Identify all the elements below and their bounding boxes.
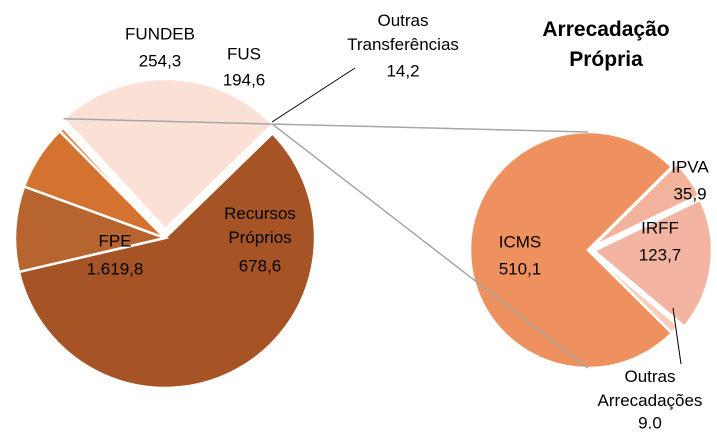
leader-line	[271, 67, 356, 123]
pie-slice	[17, 131, 317, 390]
value-label: 1.619,8	[87, 259, 144, 278]
leader-line	[672, 307, 682, 365]
connector-line	[272, 123, 589, 369]
slice-label: FPE	[98, 231, 131, 250]
slice-label: Recursos Próprios	[224, 204, 296, 247]
chart-title: Arrecadação Própria	[542, 18, 669, 71]
value-label: 678,6	[239, 256, 282, 275]
text-line: Outras	[624, 367, 675, 386]
text-line: Próprios	[228, 228, 291, 247]
value-label: 510,1	[499, 259, 542, 278]
text-line: Recursos	[224, 204, 296, 223]
slice-label: IRFF	[641, 218, 679, 237]
pie-slice	[61, 77, 275, 231]
value-label: 35,9	[673, 184, 706, 203]
pie-slice	[587, 249, 681, 335]
value-label: 14,2	[386, 61, 419, 80]
slice-label: IPVA	[671, 157, 709, 176]
slice-label: ICMS	[499, 232, 542, 251]
text-line: Arrecadação	[542, 18, 669, 41]
text-line: Arrecadações	[598, 391, 703, 410]
pie-slice	[592, 161, 701, 248]
slice-label: FUNDEB	[125, 24, 195, 43]
text-line: Outras	[377, 11, 428, 30]
connector-line	[63, 118, 589, 133]
slice-label: Outras Transferências	[347, 11, 459, 54]
value-label: 194,6	[223, 70, 266, 89]
slice-label: FUS	[227, 44, 261, 63]
slice-label: Outras Arrecadações	[598, 367, 703, 410]
pie-slice	[58, 125, 166, 239]
pie-slice	[591, 197, 714, 329]
text-line: Própria	[569, 48, 643, 71]
value-label: 123,7	[639, 245, 682, 264]
pie-slice	[468, 130, 674, 370]
pie-slice	[13, 184, 170, 274]
text-line: Transferências	[347, 35, 459, 54]
value-label: 254,3	[139, 51, 182, 70]
value-label: 9.0	[638, 413, 662, 432]
